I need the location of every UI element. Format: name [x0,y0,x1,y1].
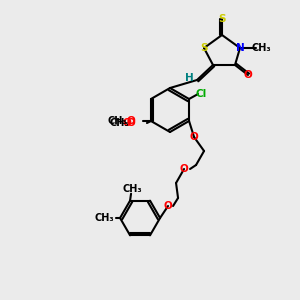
Text: O: O [164,201,172,211]
Text: S: S [218,14,226,24]
Text: O: O [180,164,188,174]
Text: Cl: Cl [195,89,207,99]
Text: CH₃: CH₃ [107,116,127,126]
Text: CH₃: CH₃ [251,43,271,53]
Text: H: H [184,73,194,83]
Text: O: O [190,132,198,142]
Text: O: O [122,118,131,128]
Text: O: O [127,118,135,128]
Text: CH₃: CH₃ [94,213,114,223]
Text: S: S [200,43,208,53]
Text: O: O [127,116,135,126]
Text: N: N [236,43,244,53]
Text: O: O [244,70,252,80]
Text: CH₃: CH₃ [109,118,129,128]
Text: CH₃: CH₃ [122,184,142,194]
